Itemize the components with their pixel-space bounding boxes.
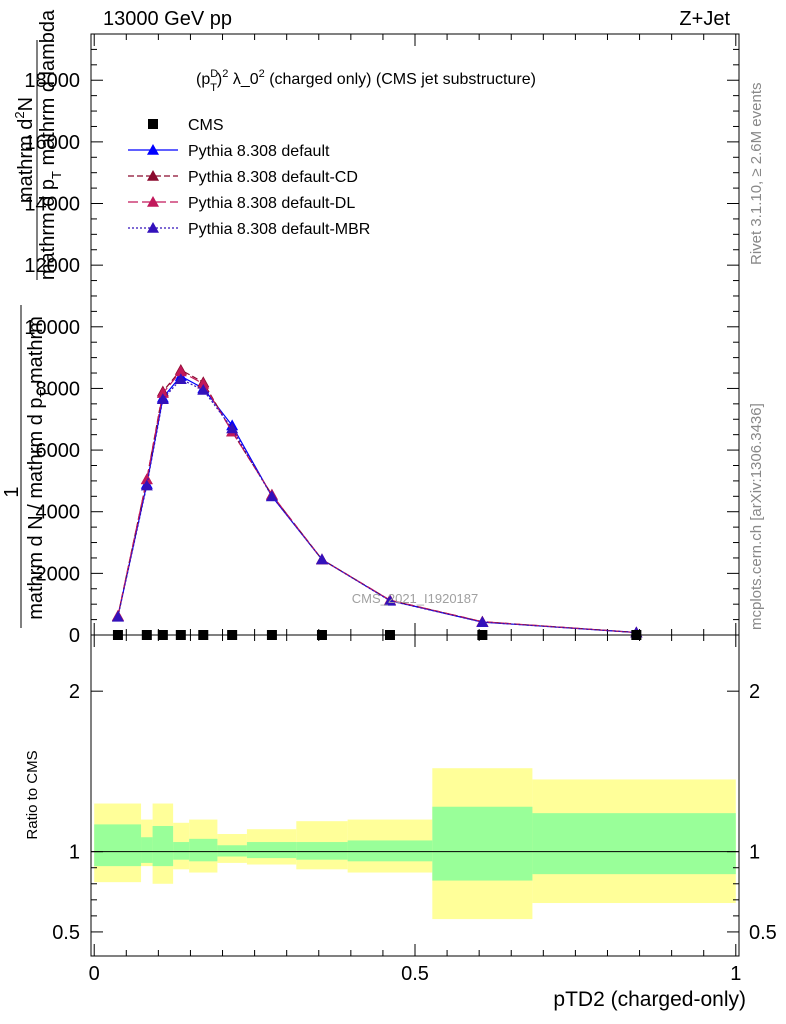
main-y-tick-label: 4000 — [36, 502, 81, 524]
ylabel-numerator: 1 — [1, 486, 23, 497]
x-tick-label: 0 — [89, 963, 100, 985]
ratio-stat-band — [246, 842, 297, 859]
series-marker-3 — [140, 473, 153, 485]
title-sub-t: T — [210, 82, 217, 94]
main-y-tick-label: 0 — [69, 625, 80, 647]
ratio-stat-band — [432, 806, 533, 881]
ylabel-outer: mathrm d N / mathrm d pT mathrm — [25, 316, 52, 620]
main-y-ticks: 0 2000 4000 6000 8000 10000 12000 14000 16000 180… — [24, 48, 739, 647]
main-y-tick-label: 16000 — [24, 132, 80, 154]
legend-label-2: Pythia 8.308 default-CD — [188, 169, 358, 186]
legend-label-1: Pythia 8.308 default — [188, 143, 330, 160]
ylabel-frac-bottom: mathrm d pT mathrm d lambda — [37, 9, 64, 280]
ratio-stat-band — [532, 813, 736, 875]
series-marker-4 — [265, 490, 278, 502]
header-left-label: 13000 GeV pp — [103, 8, 232, 30]
legend: CMS Pythia 8.308 default Pythia 8.308 defa… — [128, 117, 370, 238]
ratio-y-axis-label: Ratio to CMS — [24, 750, 41, 839]
ratio-y-tick-label-left: 0.5 — [52, 922, 80, 944]
x-axis-label: pTD2 (charged-only) — [553, 988, 746, 1011]
ratio-y-tick-label-right: 2 — [749, 681, 760, 703]
rivet-label: Rivet 3.1.10, ≥ 2.6M events — [748, 83, 765, 266]
ratio-plot-panel: 0.5 0.51 12 2 0 0.5 1 Ratio to CMS pTD2 (char… — [24, 634, 777, 1011]
ratio-uncertainty-bands — [94, 768, 736, 920]
ratio-y-tick-label-left: 1 — [69, 842, 80, 864]
legend-label-3: Pythia 8.308 default-DL — [188, 195, 355, 212]
series-line-4 — [117, 378, 637, 634]
source-label: mcplots.cern.ch [arXiv:1306.3436] — [748, 403, 765, 630]
legend-marker-1 — [147, 144, 159, 155]
main-y-tick-label: 18000 — [24, 70, 80, 92]
main-y-tick-label: 8000 — [36, 378, 81, 400]
main-y-tick-label: 14000 — [24, 194, 80, 216]
ratio-stat-band — [141, 837, 153, 863]
series-marker-4 — [315, 553, 328, 565]
main-y-tick-label: 6000 — [36, 440, 81, 462]
legend-marker-3 — [147, 196, 159, 207]
main-y-axis-label: 1 mathrm d2N mathrm d pT mathrm d lambda… — [1, 9, 64, 628]
ratio-x-ticks: 0 0.5 1 — [89, 635, 741, 985]
ratio-stat-band — [347, 840, 433, 862]
series-marker-4 — [174, 373, 187, 384]
plot-title: (pD T)2 λ_02 (charged only) (CMS jet subs… — [196, 68, 536, 94]
legend-marker-2 — [147, 170, 159, 181]
legend-marker-cms — [148, 119, 158, 129]
ratio-stat-band — [189, 838, 218, 862]
series-marker-3 — [174, 365, 187, 377]
series-marker-3 — [156, 387, 169, 398]
ratio-stat-band — [296, 842, 348, 860]
series-marker-4 — [226, 422, 239, 434]
main-y-tick-label: 2000 — [36, 563, 81, 585]
series-marker-4 — [383, 594, 396, 606]
main-y-tick-label: 12000 — [24, 255, 80, 277]
ratio-stat-band — [217, 845, 247, 857]
x-tick-label: 1 — [730, 963, 741, 985]
series-marker-4 — [140, 479, 153, 491]
legend-label-4: Pythia 8.308 default-MBR — [188, 221, 370, 238]
title-sup-d: D — [210, 68, 218, 80]
legend-label-0: CMS — [188, 117, 224, 134]
ratio-y-tick-label-right: 0.5 — [749, 922, 777, 944]
legend-marker-4 — [147, 222, 159, 233]
main-plot-panel: 0 2000 4000 6000 8000 10000 12000 14000 16000 180… — [1, 9, 740, 647]
ratio-y-tick-label-right: 1 — [749, 842, 760, 864]
series-marker-4 — [156, 393, 169, 405]
series-marker-4 — [111, 610, 124, 622]
series-marker-4 — [476, 616, 489, 627]
ratio-y-tick-label-left: 2 — [69, 681, 80, 703]
ratio-stat-band — [173, 842, 190, 860]
header-right-label: Z+Jet — [679, 8, 730, 30]
ratio-y-ticks: 0.5 0.5 1 1 2 2 — [52, 681, 777, 944]
analysis-watermark: CMS_2021_I1920187 — [352, 591, 479, 606]
x-tick-label: 0.5 — [401, 963, 429, 985]
ylabel-frac-top: mathrm d2N — [12, 97, 37, 203]
ratio-stat-band — [152, 825, 174, 867]
series-marker-4 — [197, 383, 210, 395]
series-marker-3 — [197, 377, 210, 389]
ratio-stat-band — [94, 824, 142, 867]
main-y-tick-label: 10000 — [24, 317, 80, 339]
